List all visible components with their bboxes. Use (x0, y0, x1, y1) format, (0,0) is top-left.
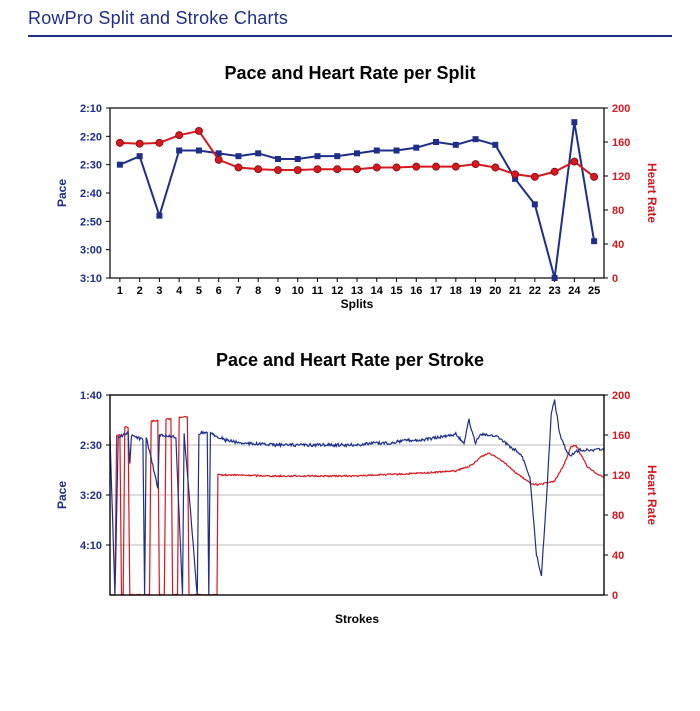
svg-text:1: 1 (117, 285, 123, 297)
svg-text:120: 120 (612, 470, 630, 482)
svg-text:160: 160 (612, 137, 630, 149)
svg-text:2:40: 2:40 (80, 188, 102, 200)
chart-stroke: Pace and Heart Rate per Stroke 1:40 2:30 3… (28, 350, 672, 631)
svg-text:5: 5 (196, 285, 202, 297)
svg-text:40: 40 (612, 550, 624, 562)
svg-text:2: 2 (137, 285, 143, 297)
chart-split-title: Pace and Heart Rate per Split (28, 63, 672, 84)
page-title: RowPro Split and Stroke Charts (28, 8, 672, 29)
svg-text:2:30: 2:30 (80, 440, 102, 452)
svg-text:Pace: Pace (55, 179, 69, 207)
svg-text:Pace: Pace (55, 481, 69, 509)
svg-text:Splits: Splits (341, 297, 374, 311)
chart-split-svg: 2:102:202:302:402:503:003:10040801201602… (40, 94, 660, 324)
svg-text:200: 200 (612, 390, 630, 402)
svg-text:12: 12 (331, 285, 343, 297)
svg-text:4:10: 4:10 (80, 540, 102, 552)
svg-text:2:50: 2:50 (80, 216, 102, 228)
svg-text:3:10: 3:10 (80, 273, 102, 285)
svg-text:20: 20 (489, 285, 501, 297)
svg-text:22: 22 (529, 285, 541, 297)
svg-text:10: 10 (292, 285, 304, 297)
title-divider (28, 35, 672, 37)
svg-text:3:20: 3:20 (80, 490, 102, 502)
svg-text:18: 18 (450, 285, 462, 297)
svg-text:17: 17 (430, 285, 442, 297)
svg-text:3: 3 (156, 285, 162, 297)
svg-text:13: 13 (351, 285, 363, 297)
svg-text:0: 0 (612, 273, 618, 285)
svg-text:14: 14 (371, 285, 384, 297)
chart-stroke-svg: 1:40 2:30 3:20 4:10 0 40 80 120 160 200 Pace Heart … (40, 381, 660, 631)
svg-text:120: 120 (612, 171, 630, 183)
svg-text:40: 40 (612, 239, 624, 251)
svg-text:24: 24 (568, 285, 581, 297)
svg-text:7: 7 (235, 285, 241, 297)
svg-text:21: 21 (509, 285, 521, 297)
svg-text:4: 4 (176, 285, 183, 297)
chart-stroke-title: Pace and Heart Rate per Stroke (28, 350, 672, 371)
svg-text:Heart Rate: Heart Rate (645, 465, 659, 525)
svg-text:Strokes: Strokes (335, 612, 379, 626)
chart-split: Pace and Heart Rate per Split 2:10 2:20 2:… (28, 63, 672, 324)
svg-text:19: 19 (469, 285, 481, 297)
svg-text:1:40: 1:40 (80, 390, 102, 402)
svg-text:0: 0 (612, 590, 618, 602)
svg-text:6: 6 (216, 285, 222, 297)
svg-text:8: 8 (255, 285, 261, 297)
svg-text:2:20: 2:20 (80, 131, 102, 143)
svg-text:11: 11 (312, 285, 324, 297)
svg-text:80: 80 (612, 510, 624, 522)
svg-text:15: 15 (390, 285, 402, 297)
svg-text:200: 200 (612, 103, 630, 115)
svg-text:2:10: 2:10 (80, 103, 102, 115)
svg-text:16: 16 (410, 285, 422, 297)
svg-text:23: 23 (548, 285, 560, 297)
svg-text:25: 25 (588, 285, 600, 297)
svg-text:160: 160 (612, 430, 630, 442)
svg-text:80: 80 (612, 205, 624, 217)
svg-text:9: 9 (275, 285, 281, 297)
svg-text:3:00: 3:00 (80, 245, 102, 257)
svg-text:2:30: 2:30 (80, 160, 102, 172)
svg-text:Heart Rate: Heart Rate (645, 163, 659, 223)
